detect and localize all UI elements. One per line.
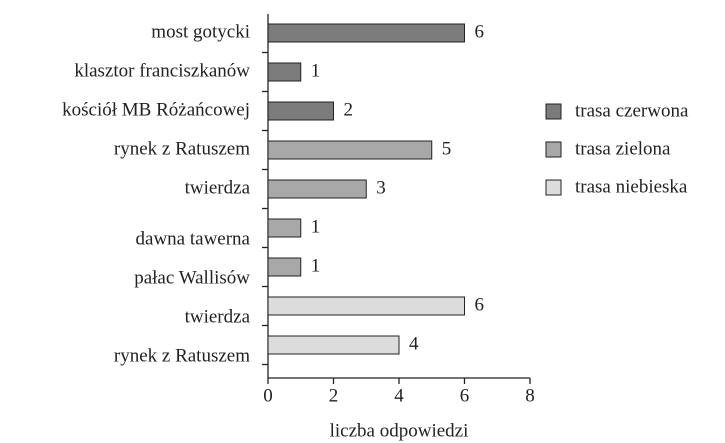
y-tick-label: kościół MB Różańcowej xyxy=(62,99,250,120)
data-label: 4 xyxy=(409,333,419,354)
y-tick-label: pałac Wallisów xyxy=(134,267,250,288)
data-label: 1 xyxy=(311,255,321,276)
y-tick-label: klasztor franciszkanów xyxy=(74,60,250,81)
y-tick-label: rynek z Ratuszem xyxy=(114,345,250,366)
bar xyxy=(267,296,465,316)
data-label: 6 xyxy=(475,294,485,315)
bar xyxy=(267,218,302,238)
bar xyxy=(267,23,465,43)
bar xyxy=(267,257,302,277)
x-tick-label: 8 xyxy=(525,385,535,406)
y-tick-label: dawna tawerna xyxy=(136,228,251,249)
legend-swatch xyxy=(545,179,562,196)
x-tick-label: 0 xyxy=(263,385,273,406)
x-tick-label: 6 xyxy=(460,385,470,406)
bar xyxy=(267,179,367,199)
y-tick-label: rynek z Ratuszem xyxy=(114,138,250,159)
y-tick-label: twierdza xyxy=(185,306,251,327)
bar xyxy=(267,335,400,355)
legend-label: trasa czerwona xyxy=(575,100,689,121)
data-label: 5 xyxy=(442,138,452,159)
legend-label: trasa zielona xyxy=(575,138,671,159)
legend-label: trasa niebieska xyxy=(575,176,688,197)
legend-swatch xyxy=(545,103,562,120)
data-label: 2 xyxy=(344,99,354,120)
y-tick-label: most gotycki xyxy=(151,21,250,42)
y-tick-label: twierdza xyxy=(185,177,251,198)
bar xyxy=(267,140,433,160)
x-tick-label: 4 xyxy=(394,385,404,406)
data-label: 3 xyxy=(376,177,386,198)
x-axis-title: liczba odpowiedzi xyxy=(330,420,469,441)
x-tick-label: 2 xyxy=(329,385,339,406)
data-label: 6 xyxy=(475,21,485,42)
bar xyxy=(267,62,302,82)
bar xyxy=(267,101,334,121)
data-label: 1 xyxy=(311,216,321,237)
legend-swatch xyxy=(545,141,562,158)
data-label: 1 xyxy=(311,60,321,81)
